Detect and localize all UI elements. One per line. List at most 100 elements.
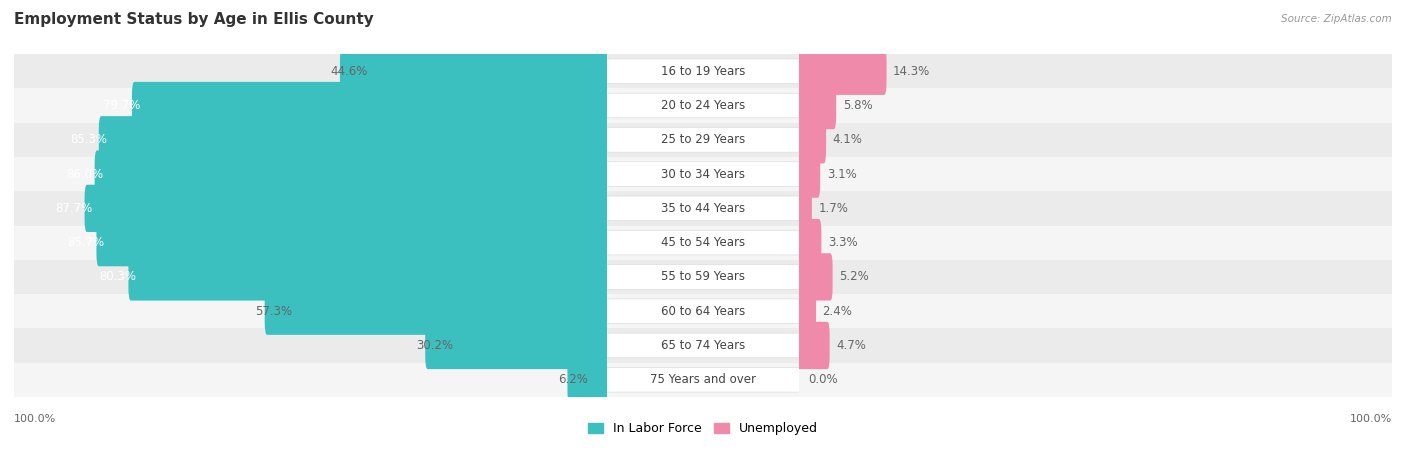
Bar <box>606 123 800 157</box>
Text: 85.3%: 85.3% <box>70 133 107 146</box>
Legend: In Labor Force, Unemployed: In Labor Force, Unemployed <box>583 417 823 440</box>
FancyBboxPatch shape <box>797 82 837 129</box>
FancyBboxPatch shape <box>98 116 609 163</box>
Bar <box>606 157 800 191</box>
Text: 6.2%: 6.2% <box>558 373 588 386</box>
FancyBboxPatch shape <box>340 48 609 95</box>
Text: 14.3%: 14.3% <box>893 65 931 78</box>
Bar <box>800 123 1392 157</box>
Text: 87.7%: 87.7% <box>56 202 93 215</box>
Bar <box>606 88 800 123</box>
Text: 3.3%: 3.3% <box>828 236 858 249</box>
Bar <box>14 363 606 397</box>
Text: 79.7%: 79.7% <box>103 99 141 112</box>
Bar <box>606 294 800 328</box>
Text: 55 to 59 Years: 55 to 59 Years <box>661 271 745 283</box>
Text: 20 to 24 Years: 20 to 24 Years <box>661 99 745 112</box>
Bar <box>800 88 1392 123</box>
FancyBboxPatch shape <box>797 288 815 335</box>
Text: 5.2%: 5.2% <box>839 271 869 283</box>
Text: 16 to 19 Years: 16 to 19 Years <box>661 65 745 78</box>
Bar <box>606 88 800 123</box>
Bar <box>606 260 800 294</box>
Bar <box>606 328 800 363</box>
FancyBboxPatch shape <box>797 253 832 300</box>
FancyBboxPatch shape <box>603 299 803 323</box>
Bar <box>606 260 800 294</box>
Text: 25 to 29 Years: 25 to 29 Years <box>661 133 745 146</box>
Bar <box>606 294 800 328</box>
Text: 2.4%: 2.4% <box>823 305 852 318</box>
Bar <box>14 260 606 294</box>
Text: 100.0%: 100.0% <box>14 414 56 424</box>
FancyBboxPatch shape <box>603 162 803 186</box>
FancyBboxPatch shape <box>797 322 830 369</box>
Bar <box>800 328 1392 363</box>
Bar <box>14 123 606 157</box>
Text: Source: ZipAtlas.com: Source: ZipAtlas.com <box>1281 14 1392 23</box>
Text: 44.6%: 44.6% <box>330 65 368 78</box>
Bar <box>606 54 800 88</box>
Bar <box>606 363 800 397</box>
Bar <box>800 260 1392 294</box>
Bar <box>606 123 800 157</box>
Bar <box>800 191 1392 226</box>
Bar <box>14 294 606 328</box>
FancyBboxPatch shape <box>425 322 609 369</box>
Bar <box>606 157 800 191</box>
FancyBboxPatch shape <box>94 151 609 198</box>
FancyBboxPatch shape <box>128 253 609 300</box>
Text: 30.2%: 30.2% <box>416 339 453 352</box>
Bar <box>800 226 1392 260</box>
FancyBboxPatch shape <box>97 219 609 266</box>
Bar <box>800 157 1392 191</box>
Bar <box>606 123 800 157</box>
FancyBboxPatch shape <box>797 48 887 95</box>
Bar <box>606 226 800 260</box>
Text: 0.0%: 0.0% <box>808 373 838 386</box>
Bar <box>606 191 800 226</box>
Text: 75 Years and over: 75 Years and over <box>650 373 756 386</box>
Text: 35 to 44 Years: 35 to 44 Years <box>661 202 745 215</box>
FancyBboxPatch shape <box>603 230 803 255</box>
Bar <box>14 328 606 363</box>
Bar <box>14 191 606 226</box>
Text: 4.1%: 4.1% <box>832 133 862 146</box>
FancyBboxPatch shape <box>797 116 827 163</box>
FancyBboxPatch shape <box>797 151 820 198</box>
FancyBboxPatch shape <box>603 333 803 358</box>
FancyBboxPatch shape <box>797 219 821 266</box>
Bar <box>606 226 800 260</box>
Bar <box>14 88 606 123</box>
Text: 86.0%: 86.0% <box>66 168 103 180</box>
Bar <box>606 328 800 363</box>
Text: 85.7%: 85.7% <box>67 236 104 249</box>
Bar <box>800 54 1392 88</box>
FancyBboxPatch shape <box>264 288 609 335</box>
Bar <box>606 328 800 363</box>
FancyBboxPatch shape <box>603 368 803 392</box>
Text: 80.3%: 80.3% <box>100 271 136 283</box>
FancyBboxPatch shape <box>603 128 803 152</box>
Bar <box>606 191 800 226</box>
Text: Employment Status by Age in Ellis County: Employment Status by Age in Ellis County <box>14 12 374 27</box>
FancyBboxPatch shape <box>603 265 803 289</box>
Text: 60 to 64 Years: 60 to 64 Years <box>661 305 745 318</box>
FancyBboxPatch shape <box>84 185 609 232</box>
Text: 4.7%: 4.7% <box>837 339 866 352</box>
FancyBboxPatch shape <box>568 356 609 403</box>
Text: 45 to 54 Years: 45 to 54 Years <box>661 236 745 249</box>
Text: 5.8%: 5.8% <box>842 99 872 112</box>
FancyBboxPatch shape <box>797 185 811 232</box>
Bar <box>800 294 1392 328</box>
Bar <box>14 54 606 88</box>
FancyBboxPatch shape <box>603 59 803 83</box>
Bar <box>14 157 606 191</box>
Bar <box>606 191 800 226</box>
Bar <box>14 226 606 260</box>
FancyBboxPatch shape <box>603 196 803 221</box>
Text: 65 to 74 Years: 65 to 74 Years <box>661 339 745 352</box>
Text: 3.1%: 3.1% <box>827 168 856 180</box>
Bar <box>606 294 800 328</box>
FancyBboxPatch shape <box>132 82 609 129</box>
